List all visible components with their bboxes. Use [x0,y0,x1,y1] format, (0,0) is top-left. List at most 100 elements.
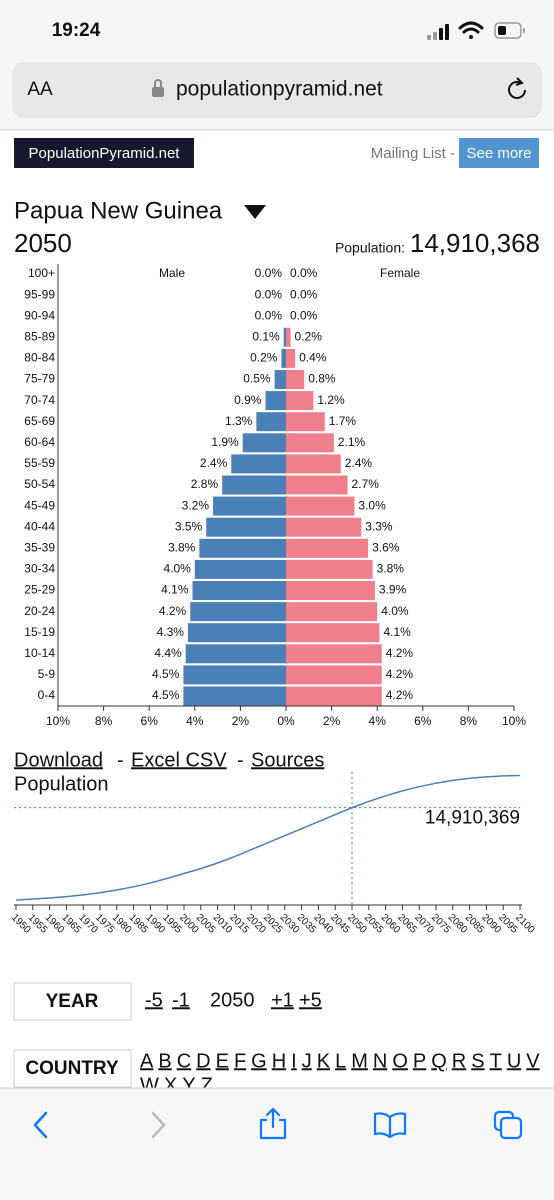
country-letter-link[interactable]: J [302,1050,312,1072]
country-letter-link[interactable]: C [177,1050,191,1072]
female-bar [286,475,348,495]
male-bar [190,602,286,622]
age-label: 85-89 [24,329,55,343]
country-letter-link[interactable]: N [373,1050,387,1072]
female-bar [286,517,362,537]
country-name[interactable]: Papua New Guinea [14,197,223,224]
value-label: 1.2% [317,393,345,407]
text-size-button[interactable]: AA [27,79,53,100]
year-step[interactable]: +1 [271,989,294,1011]
country-letter-link[interactable]: S [471,1050,484,1072]
url[interactable]: populationpyramid.net [176,78,383,101]
value-label: 2.8% [191,477,219,491]
male-bar [213,496,286,516]
value-label: 0.0% [290,287,318,301]
value-label: 0.1% [252,329,280,343]
female-bar [286,454,341,474]
tabs-button[interactable] [493,1110,523,1140]
excel-csv-link[interactable]: Excel CSV [131,749,227,771]
country-letter-link[interactable]: G [251,1050,267,1072]
female-bar [286,327,291,347]
year-step[interactable]: -1 [172,989,190,1011]
female-bar [286,391,314,411]
country-button[interactable] [13,1049,132,1088]
female-bar [286,412,325,432]
country-button-label[interactable]: COUNTRY [25,1058,119,1079]
logo-box[interactable] [14,138,194,168]
country-letter-link[interactable]: I [291,1050,297,1072]
age-label: 15-19 [24,625,55,639]
age-label: 25-29 [24,583,55,597]
female-bar [286,433,334,453]
download-link[interactable]: Download [14,749,103,771]
age-label: 10-14 [24,646,55,660]
sources-link[interactable]: Sources [251,749,324,771]
value-label: 0.0% [255,308,283,322]
value-label: 4.1% [383,625,411,639]
male-bar [242,433,286,453]
country-letter-link[interactable]: A [140,1050,154,1072]
country-letter-link[interactable]: D [196,1050,210,1072]
logo[interactable]: PopulationPyramid.net [29,145,181,162]
female-bar [286,581,375,600]
value-label: 3.8% [377,562,405,576]
value-label: 3.0% [358,498,386,512]
x-tick-label: 4% [369,714,387,728]
year-step[interactable]: -5 [145,989,163,1011]
value-label: 1.9% [211,435,239,449]
forward-button[interactable] [151,1111,166,1139]
value-label: 1.7% [329,414,357,428]
see-more-button[interactable] [459,138,539,168]
male-bar [183,686,286,706]
country-letter-link[interactable]: U [507,1050,521,1072]
country-letter-link[interactable]: V [526,1050,540,1072]
battery-icon [494,22,525,39]
see-more-label[interactable]: See more [466,145,531,162]
share-button[interactable] [259,1107,287,1140]
male-bar [185,644,286,664]
value-label: 3.6% [372,540,400,554]
bookmarks-button[interactable] [373,1112,407,1139]
address-bar[interactable] [12,62,542,118]
country-letter-link[interactable]: M [351,1050,368,1072]
male-bar [183,665,286,685]
country-letter-link[interactable]: L [335,1050,346,1072]
male-bar [281,348,286,368]
country-letter-link[interactable]: K [317,1050,331,1072]
country-letter-link[interactable]: Q [431,1050,447,1072]
value-label: 4.2% [386,667,414,681]
country-letter-link[interactable]: H [272,1050,286,1072]
age-label: 75-79 [24,372,55,386]
male-bar [192,581,286,600]
female-bar [286,496,355,516]
lock-icon [152,79,164,97]
reload-icon[interactable] [508,77,526,99]
female-bar [286,370,305,389]
age-label: 80-84 [24,351,55,365]
value-label: 0.8% [308,372,336,386]
female-bar [286,348,296,368]
back-button[interactable] [33,1111,48,1139]
wifi-icon [458,21,484,39]
country-letter-link[interactable]: P [413,1050,426,1072]
country-letter-link[interactable]: F [234,1050,246,1072]
female-bar [286,602,378,622]
country-letter-link[interactable]: T [490,1050,502,1072]
signal-icon [427,24,449,40]
mailing-list-link[interactable]: Mailing List - [371,145,455,162]
value-label: 4.2% [386,646,414,660]
country-letter-link[interactable]: O [392,1050,408,1072]
country-letter-link[interactable]: E [216,1050,229,1072]
year-button-label[interactable]: YEAR [46,991,99,1012]
male-bar [194,559,286,579]
male-bar [283,327,286,347]
age-label: 45-49 [24,498,55,512]
year-button[interactable] [13,982,132,1021]
country-letter-link[interactable]: R [452,1050,466,1072]
country-letter-link[interactable]: B [158,1050,171,1072]
x-tick-label: 8% [460,714,478,728]
year-step[interactable]: +5 [299,989,322,1011]
dropdown-arrow[interactable] [244,205,266,219]
value-label: 4.2% [159,604,187,618]
